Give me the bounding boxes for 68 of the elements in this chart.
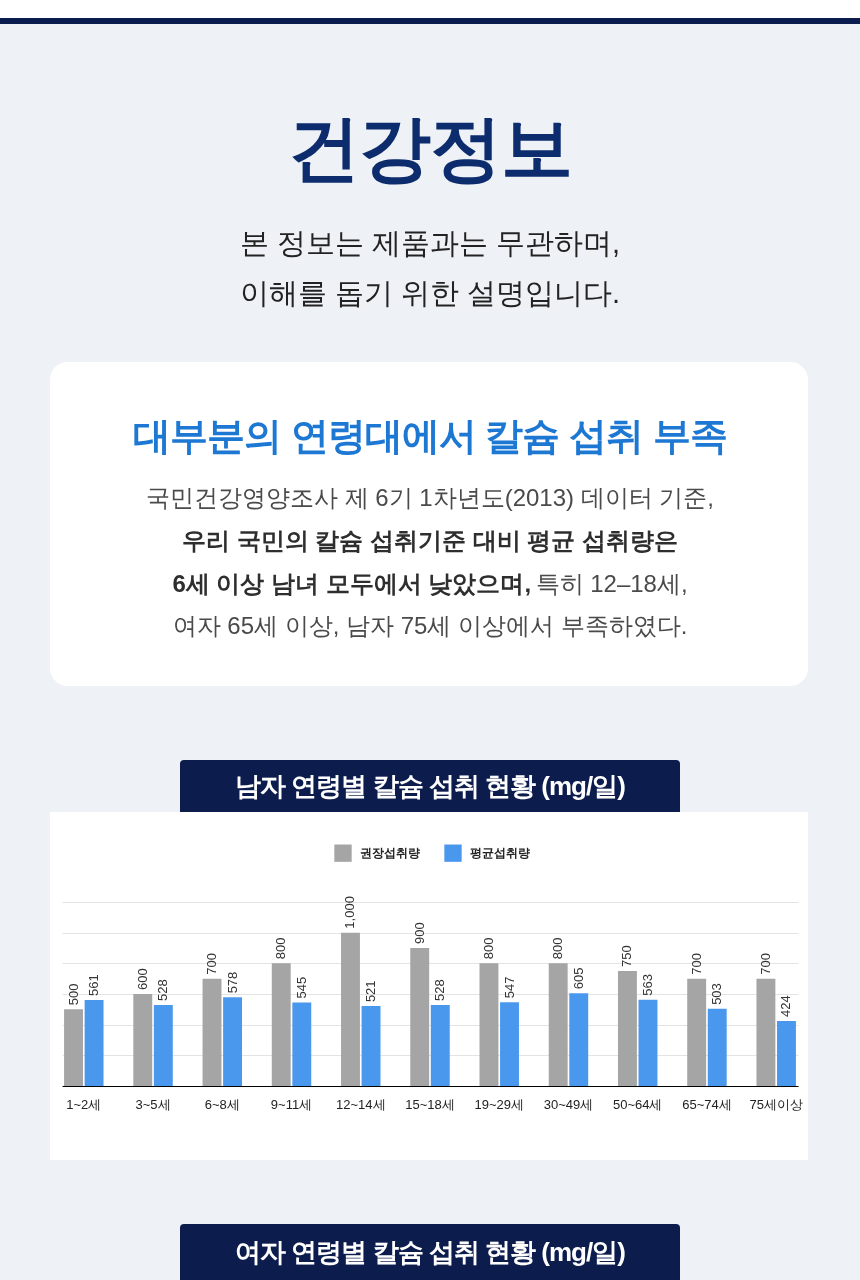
x-tick-label: 1~2세	[66, 1096, 102, 1112]
bar	[638, 999, 658, 1086]
data-label: 600	[134, 968, 150, 990]
data-label: 528	[432, 979, 448, 1002]
data-label: 503	[709, 983, 725, 1005]
x-tick-label: 15~18세	[405, 1096, 455, 1112]
data-label: 547	[501, 976, 517, 999]
data-label: 700	[688, 952, 704, 975]
data-label: 528	[155, 979, 171, 1002]
data-label: 800	[273, 937, 289, 960]
legend-label: 권장섭취량	[360, 846, 420, 861]
bar	[341, 932, 360, 1086]
bar	[292, 1002, 312, 1086]
text: 건강정보	[288, 108, 572, 188]
chart-title: 남자 연령별 칼슘 섭취 현황 (mg/일)	[235, 771, 625, 801]
data-label: 800	[550, 937, 566, 960]
text: 특히 12–18세,	[535, 569, 688, 597]
text: 대부분의 연령대에서 칼슘 섭취 부족	[133, 414, 727, 457]
bar	[687, 978, 707, 1086]
bar	[548, 963, 568, 1086]
text: 6세 이상 남녀 모두에서 낮았으며,	[172, 569, 532, 597]
bar	[271, 963, 291, 1086]
bar	[569, 993, 589, 1086]
data-label: 700	[204, 952, 220, 975]
x-tick-label: 19~29세	[474, 1096, 524, 1112]
text: 여자 연령별 칼슘 섭취 현황 (mg/일)	[235, 1237, 625, 1267]
bar	[223, 997, 243, 1086]
data-label: 700	[757, 952, 773, 975]
bar	[500, 1002, 519, 1086]
data-label: 563	[639, 973, 655, 996]
bar	[84, 999, 104, 1086]
bar	[777, 1020, 796, 1086]
bar	[430, 1005, 450, 1086]
x-tick-label: 75세이상	[749, 1096, 803, 1112]
bar	[707, 1008, 727, 1086]
bar	[202, 978, 222, 1086]
text: 본 정보는 제품과는 무관하며,	[239, 227, 621, 259]
legend-label: 평균섭취량	[470, 846, 530, 861]
bar	[133, 994, 153, 1086]
bar	[64, 1009, 83, 1086]
data-label: 545	[293, 976, 309, 999]
data-label: 578	[224, 971, 240, 994]
x-tick-label: 9~11세	[270, 1096, 313, 1112]
data-label: 605	[570, 967, 586, 990]
x-tick-label: 30~49세	[543, 1096, 594, 1112]
bar	[361, 1006, 381, 1086]
x-tick-label: 65~74세	[682, 1096, 732, 1112]
data-label: 500	[65, 983, 81, 1006]
data-label: 800	[480, 937, 496, 960]
text: 이해를 돕기 위한 설명입니다.	[239, 277, 621, 309]
x-tick-label: 3~5세	[135, 1096, 171, 1112]
text: 우리 국민의 칼슘 섭취기준 대비 평균 섭취량은	[181, 526, 678, 554]
data-label: 750	[619, 945, 635, 967]
data-label: 561	[86, 974, 102, 996]
x-tick-label: 12~14세	[336, 1096, 386, 1112]
data-label: 521	[363, 980, 379, 1003]
bar	[756, 978, 776, 1086]
data-label: 424	[778, 995, 794, 1017]
bar	[479, 963, 499, 1086]
bar	[153, 1005, 173, 1086]
data-label: 1,000	[342, 896, 358, 929]
bar	[617, 971, 637, 1086]
text: 여자 65세 이상, 남자 75세 이상에서 부족하였다.	[172, 611, 688, 639]
bar	[410, 948, 430, 1086]
data-label: 900	[411, 922, 427, 944]
x-tick-label: 50~64세	[612, 1096, 663, 1112]
x-tick-label: 6~8세	[204, 1096, 240, 1112]
text: 국민건강영양조사 제 6기 1차년도(2013) 데이터 기준,	[145, 483, 715, 511]
